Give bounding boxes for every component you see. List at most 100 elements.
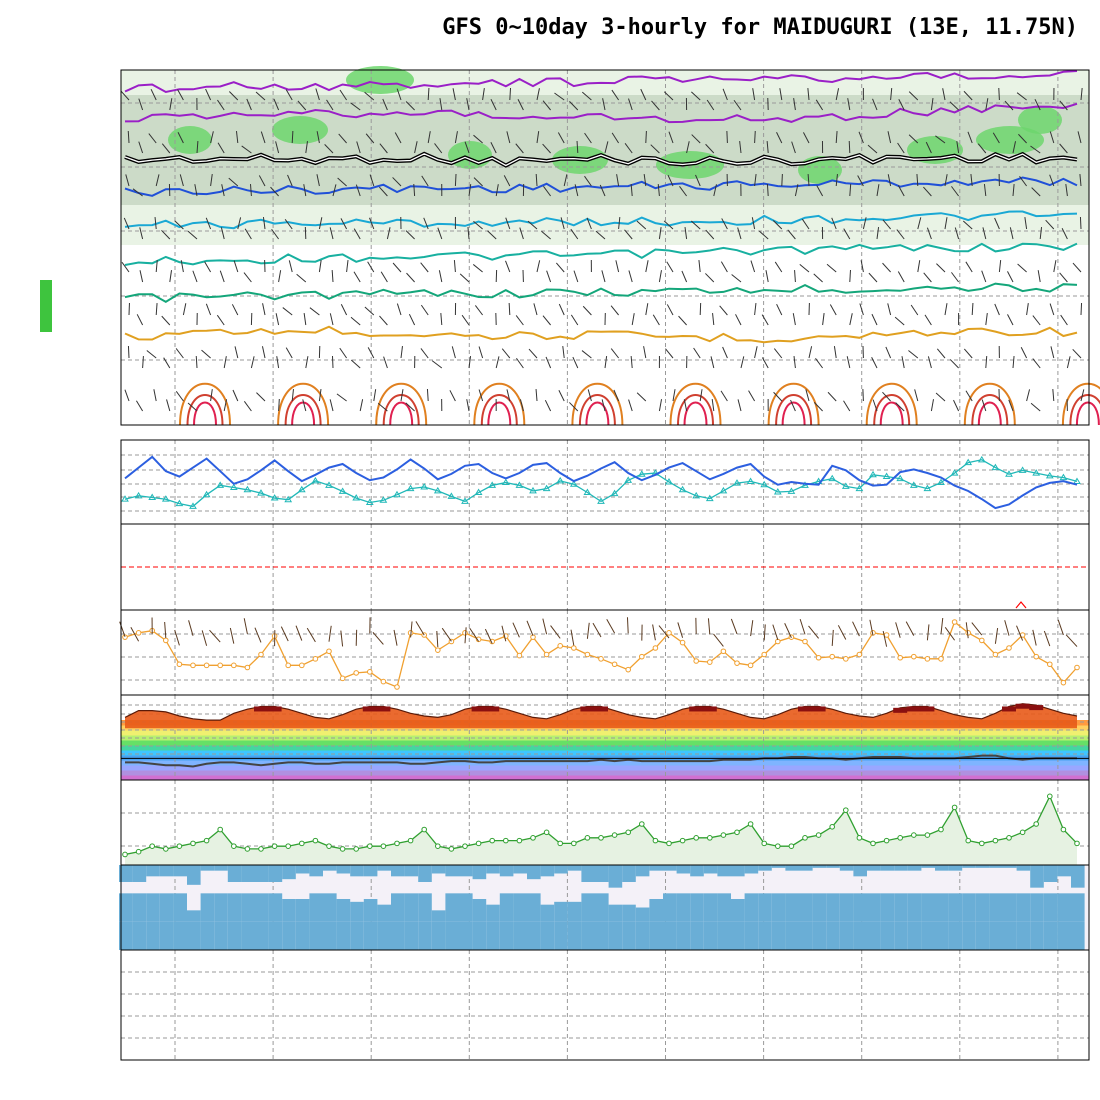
- slp-series-point: [420, 483, 429, 490]
- wind-barb: [466, 98, 470, 111]
- cloud-middle-bar: [676, 893, 691, 922]
- cloud-middle-bar: [880, 893, 895, 922]
- wind-barb: [1032, 315, 1041, 326]
- wind-barb: [464, 141, 470, 154]
- wind-barb: [887, 303, 892, 316]
- wind-speed-series-point: [176, 661, 183, 668]
- wind-barb: [326, 99, 334, 111]
- cloud-middle-bar: [799, 893, 813, 922]
- wind-barb: [722, 88, 728, 101]
- wind-barb: [787, 229, 796, 240]
- rh-series-point: [652, 837, 659, 844]
- wind-barb: [711, 399, 715, 412]
- wind-barb: [630, 184, 633, 197]
- wind-barb: [663, 91, 674, 101]
- wind-barb: [826, 263, 837, 273]
- wind-speed-series-point: [815, 654, 822, 661]
- wind-barb: [992, 132, 1000, 144]
- wind-barb: [271, 228, 280, 240]
- slp-series-point: [583, 488, 592, 496]
- wind-barb: [123, 217, 130, 230]
- wind-barb: [377, 402, 388, 412]
- cloud-middle-bar: [418, 893, 432, 922]
- wind-barb: [953, 399, 960, 412]
- wind-barb: [124, 389, 130, 402]
- wind10m-barb: [130, 626, 140, 642]
- wind-barb: [437, 227, 443, 240]
- wind-barb: [766, 141, 769, 154]
- wind-speed-series-point: [353, 670, 360, 676]
- cloud-low-bar: [744, 921, 759, 950]
- wind-barb: [473, 220, 483, 230]
- rh-series-point: [475, 840, 482, 847]
- wind-barb: [663, 220, 674, 230]
- cloud-middle-bar: [690, 893, 704, 922]
- wind-barb: [894, 316, 905, 326]
- cloud-high-bar: [377, 865, 391, 871]
- wind-speed-series-point: [135, 630, 142, 636]
- wind-barb: [1017, 263, 1027, 273]
- wind-barb: [258, 175, 266, 187]
- wind-barb: [296, 273, 307, 283]
- rh-series-point: [666, 840, 672, 847]
- wind-barb: [862, 388, 864, 402]
- cloud-high-bar: [336, 865, 351, 874]
- wind-barb: [610, 348, 619, 359]
- wind-barb: [201, 349, 211, 359]
- wind-barb: [570, 228, 579, 240]
- cloud-low-bar: [282, 921, 296, 950]
- cloud-low-bar: [200, 921, 215, 950]
- wind10m-barb: [831, 629, 834, 646]
- wind-barb: [792, 313, 796, 326]
- wind-barb: [350, 102, 361, 111]
- boundary-layer-contour: [193, 401, 217, 426]
- cloud-low-bar: [377, 921, 391, 950]
- rh-series-point: [163, 846, 169, 852]
- rh-series-point: [326, 843, 332, 849]
- wind-barb: [273, 98, 280, 111]
- isotherm--5: [124, 102, 1078, 124]
- cloud-low-bar: [663, 921, 677, 950]
- cloud-low-bar: [1071, 921, 1085, 950]
- wind-barb: [587, 389, 592, 402]
- rh-series-point: [625, 829, 632, 836]
- wind-barb: [1049, 131, 1055, 144]
- wind-barb: [849, 313, 853, 326]
- wind-barb: [217, 142, 225, 154]
- wind-barb: [1030, 402, 1041, 412]
- wind-barb: [329, 227, 334, 240]
- wind-barb: [927, 356, 932, 369]
- wind-barb: [154, 217, 157, 230]
- slp-series-point: [447, 492, 456, 499]
- wind-barb: [849, 183, 852, 197]
- wind-barb: [581, 91, 592, 101]
- temp-band-1: [121, 770, 1089, 776]
- wind-barb: [250, 356, 255, 369]
- wind-barb: [936, 348, 946, 359]
- wind-barb: [761, 357, 769, 369]
- wind-barb: [1024, 217, 1028, 230]
- wind-barb: [1007, 314, 1014, 326]
- wind-barb: [791, 141, 796, 154]
- wind-barb: [574, 184, 579, 197]
- cloud-middle-bar: [853, 893, 867, 922]
- wind-barb: [813, 402, 823, 412]
- wind-barb: [210, 174, 213, 187]
- slp-series-point: [1073, 477, 1081, 484]
- slp-series-point: [719, 486, 728, 494]
- wind-barb: [923, 186, 932, 197]
- cloud-low-bar: [431, 921, 446, 950]
- wind-barb: [1052, 388, 1055, 402]
- rh-series-point: [231, 843, 237, 849]
- wind-speed-series-point: [448, 638, 455, 645]
- wind-barb: [1007, 271, 1014, 283]
- cloud-middle-bar: [826, 893, 840, 922]
- wind-barb: [681, 270, 688, 283]
- slp-series-point: [297, 485, 306, 493]
- wind-barb: [291, 389, 294, 402]
- wind-barb: [872, 98, 878, 111]
- wind-barb: [604, 141, 609, 154]
- cloud-high-bar: [1071, 865, 1085, 888]
- rh-series-point: [299, 840, 305, 847]
- cloud-middle-bar: [540, 904, 555, 922]
